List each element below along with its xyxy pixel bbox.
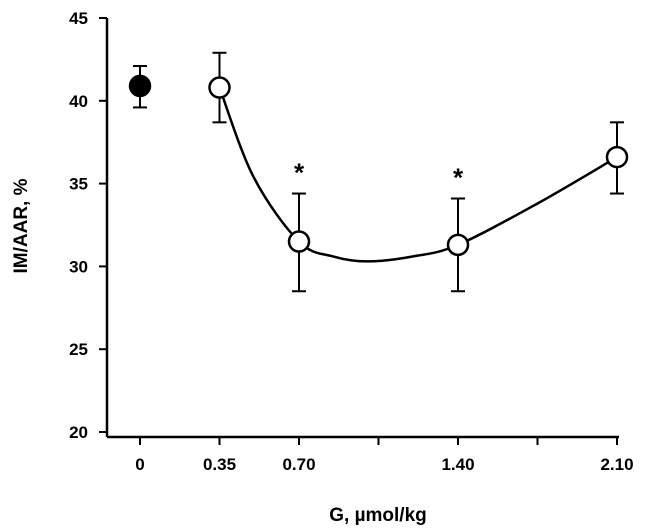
y-tick-label: 35 xyxy=(69,175,88,194)
y-tick-label: 25 xyxy=(69,340,88,359)
y-axis-label: IM/AAR, % xyxy=(11,178,32,273)
significance-asterisk: * xyxy=(453,163,464,193)
significance-asterisk: * xyxy=(294,158,305,188)
x-tick-label: 0.70 xyxy=(282,455,315,474)
x-tick-label: 0.35 xyxy=(203,455,236,474)
y-tick-label: 30 xyxy=(69,257,88,276)
x-tick-label: 1.40 xyxy=(441,455,474,474)
x-tick-label: 2.10 xyxy=(600,455,633,474)
G-data-point xyxy=(605,145,629,169)
control-data-point xyxy=(128,74,152,98)
fit-curve xyxy=(218,87,618,263)
y-tick-label: 45 xyxy=(69,9,88,28)
G-data-point xyxy=(446,233,470,257)
x-axis-label: G, µmol/kg xyxy=(329,505,427,526)
G-data-point xyxy=(208,76,231,99)
G-data-point xyxy=(287,230,311,253)
y-tick-label: 40 xyxy=(69,92,88,111)
y-tick-label: 20 xyxy=(69,423,88,442)
x-tick-label: 0 xyxy=(135,455,144,474)
